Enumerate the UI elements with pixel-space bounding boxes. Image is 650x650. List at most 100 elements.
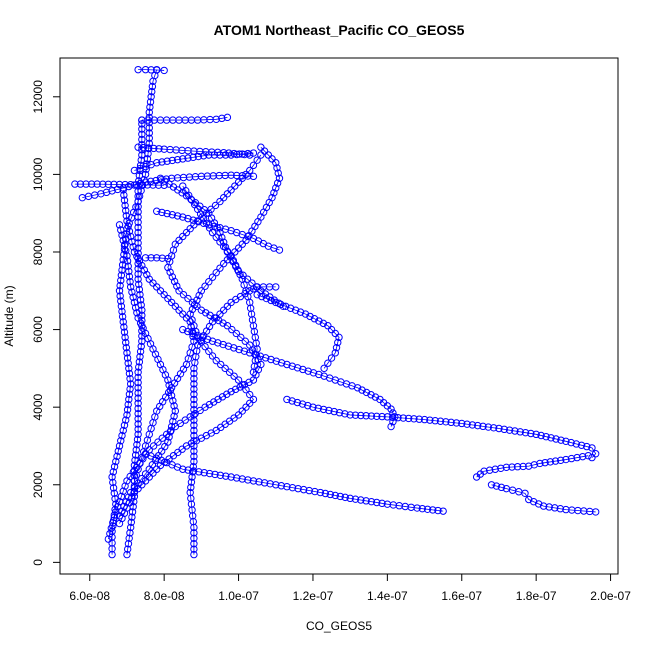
data-point bbox=[245, 378, 253, 387]
data-point bbox=[126, 523, 135, 532]
data-point bbox=[246, 390, 254, 399]
data-point bbox=[257, 151, 265, 159]
data-point bbox=[115, 287, 124, 295]
data-point bbox=[122, 338, 130, 347]
data-point bbox=[238, 475, 246, 483]
data-point bbox=[525, 495, 533, 504]
data-point bbox=[123, 252, 131, 260]
data-point bbox=[130, 298, 139, 307]
series-track bbox=[153, 207, 284, 254]
data-point bbox=[211, 201, 220, 210]
data-point bbox=[109, 484, 118, 492]
data-point bbox=[93, 180, 101, 188]
data-point bbox=[198, 333, 207, 342]
data-point bbox=[219, 238, 228, 246]
data-point bbox=[182, 228, 191, 237]
data-point bbox=[530, 461, 538, 469]
data-point bbox=[123, 354, 132, 362]
data-point bbox=[104, 180, 113, 188]
data-point bbox=[208, 273, 217, 281]
data-point bbox=[253, 156, 261, 164]
data-point bbox=[272, 357, 280, 365]
data-point bbox=[248, 279, 256, 287]
data-point bbox=[113, 452, 121, 461]
data-point bbox=[233, 171, 241, 180]
data-point bbox=[122, 498, 130, 506]
data-point bbox=[104, 535, 113, 543]
data-point bbox=[431, 417, 439, 425]
data-point bbox=[134, 368, 142, 376]
data-point bbox=[294, 484, 302, 493]
data-point bbox=[217, 360, 225, 369]
data-point bbox=[423, 505, 432, 513]
data-point bbox=[283, 483, 291, 491]
data-point bbox=[319, 405, 328, 414]
data-point bbox=[212, 356, 220, 365]
data-point bbox=[190, 457, 198, 466]
data-point bbox=[299, 485, 308, 494]
data-point bbox=[330, 407, 338, 416]
data-point bbox=[218, 233, 226, 242]
data-point bbox=[511, 427, 519, 435]
data-point bbox=[439, 507, 447, 515]
data-point bbox=[240, 150, 249, 159]
data-point bbox=[301, 310, 310, 318]
data-point bbox=[219, 306, 228, 314]
data-point bbox=[186, 310, 194, 318]
data-point bbox=[208, 337, 217, 345]
data-point bbox=[351, 495, 360, 503]
data-point bbox=[135, 358, 144, 366]
data-point bbox=[492, 482, 501, 490]
data-point bbox=[319, 319, 328, 328]
data-point bbox=[146, 98, 155, 106]
data-point bbox=[227, 473, 235, 481]
data-point bbox=[527, 429, 535, 438]
data-point bbox=[429, 506, 437, 514]
data-point bbox=[219, 340, 227, 349]
data-point bbox=[468, 421, 477, 429]
data-point bbox=[547, 434, 555, 442]
data-point bbox=[134, 425, 142, 433]
data-point bbox=[116, 281, 124, 290]
data-point bbox=[134, 399, 142, 407]
data-point bbox=[153, 159, 161, 167]
data-point bbox=[118, 431, 126, 440]
data-point bbox=[153, 66, 161, 74]
data-point bbox=[378, 499, 386, 508]
data-point bbox=[173, 155, 182, 164]
data-point bbox=[546, 458, 554, 466]
data-series bbox=[71, 65, 600, 559]
data-point bbox=[351, 411, 360, 419]
data-point bbox=[171, 302, 180, 310]
data-point bbox=[158, 208, 166, 217]
data-point bbox=[137, 156, 145, 164]
data-point bbox=[123, 411, 131, 419]
data-point bbox=[268, 155, 276, 163]
data-point bbox=[505, 426, 514, 434]
data-point bbox=[184, 154, 192, 162]
data-point bbox=[139, 143, 148, 152]
data-point bbox=[310, 315, 319, 323]
data-point bbox=[125, 267, 133, 276]
data-point bbox=[591, 508, 600, 516]
x-tick-label: 6.0e-08 bbox=[69, 589, 110, 603]
data-point bbox=[190, 395, 198, 404]
data-point bbox=[219, 193, 228, 202]
data-point bbox=[274, 169, 282, 177]
series-line bbox=[145, 257, 168, 259]
data-point bbox=[573, 453, 581, 462]
data-point bbox=[169, 397, 177, 405]
series-track bbox=[134, 143, 254, 159]
data-point bbox=[367, 412, 376, 420]
data-point bbox=[267, 355, 275, 364]
data-point bbox=[134, 275, 142, 283]
data-point bbox=[135, 257, 144, 265]
data-point bbox=[190, 550, 198, 559]
data-point bbox=[126, 232, 135, 241]
data-point bbox=[175, 306, 183, 314]
data-point bbox=[426, 416, 434, 424]
data-point bbox=[188, 305, 197, 314]
data-point bbox=[373, 412, 381, 421]
data-point bbox=[190, 523, 198, 532]
data-point bbox=[155, 145, 163, 153]
